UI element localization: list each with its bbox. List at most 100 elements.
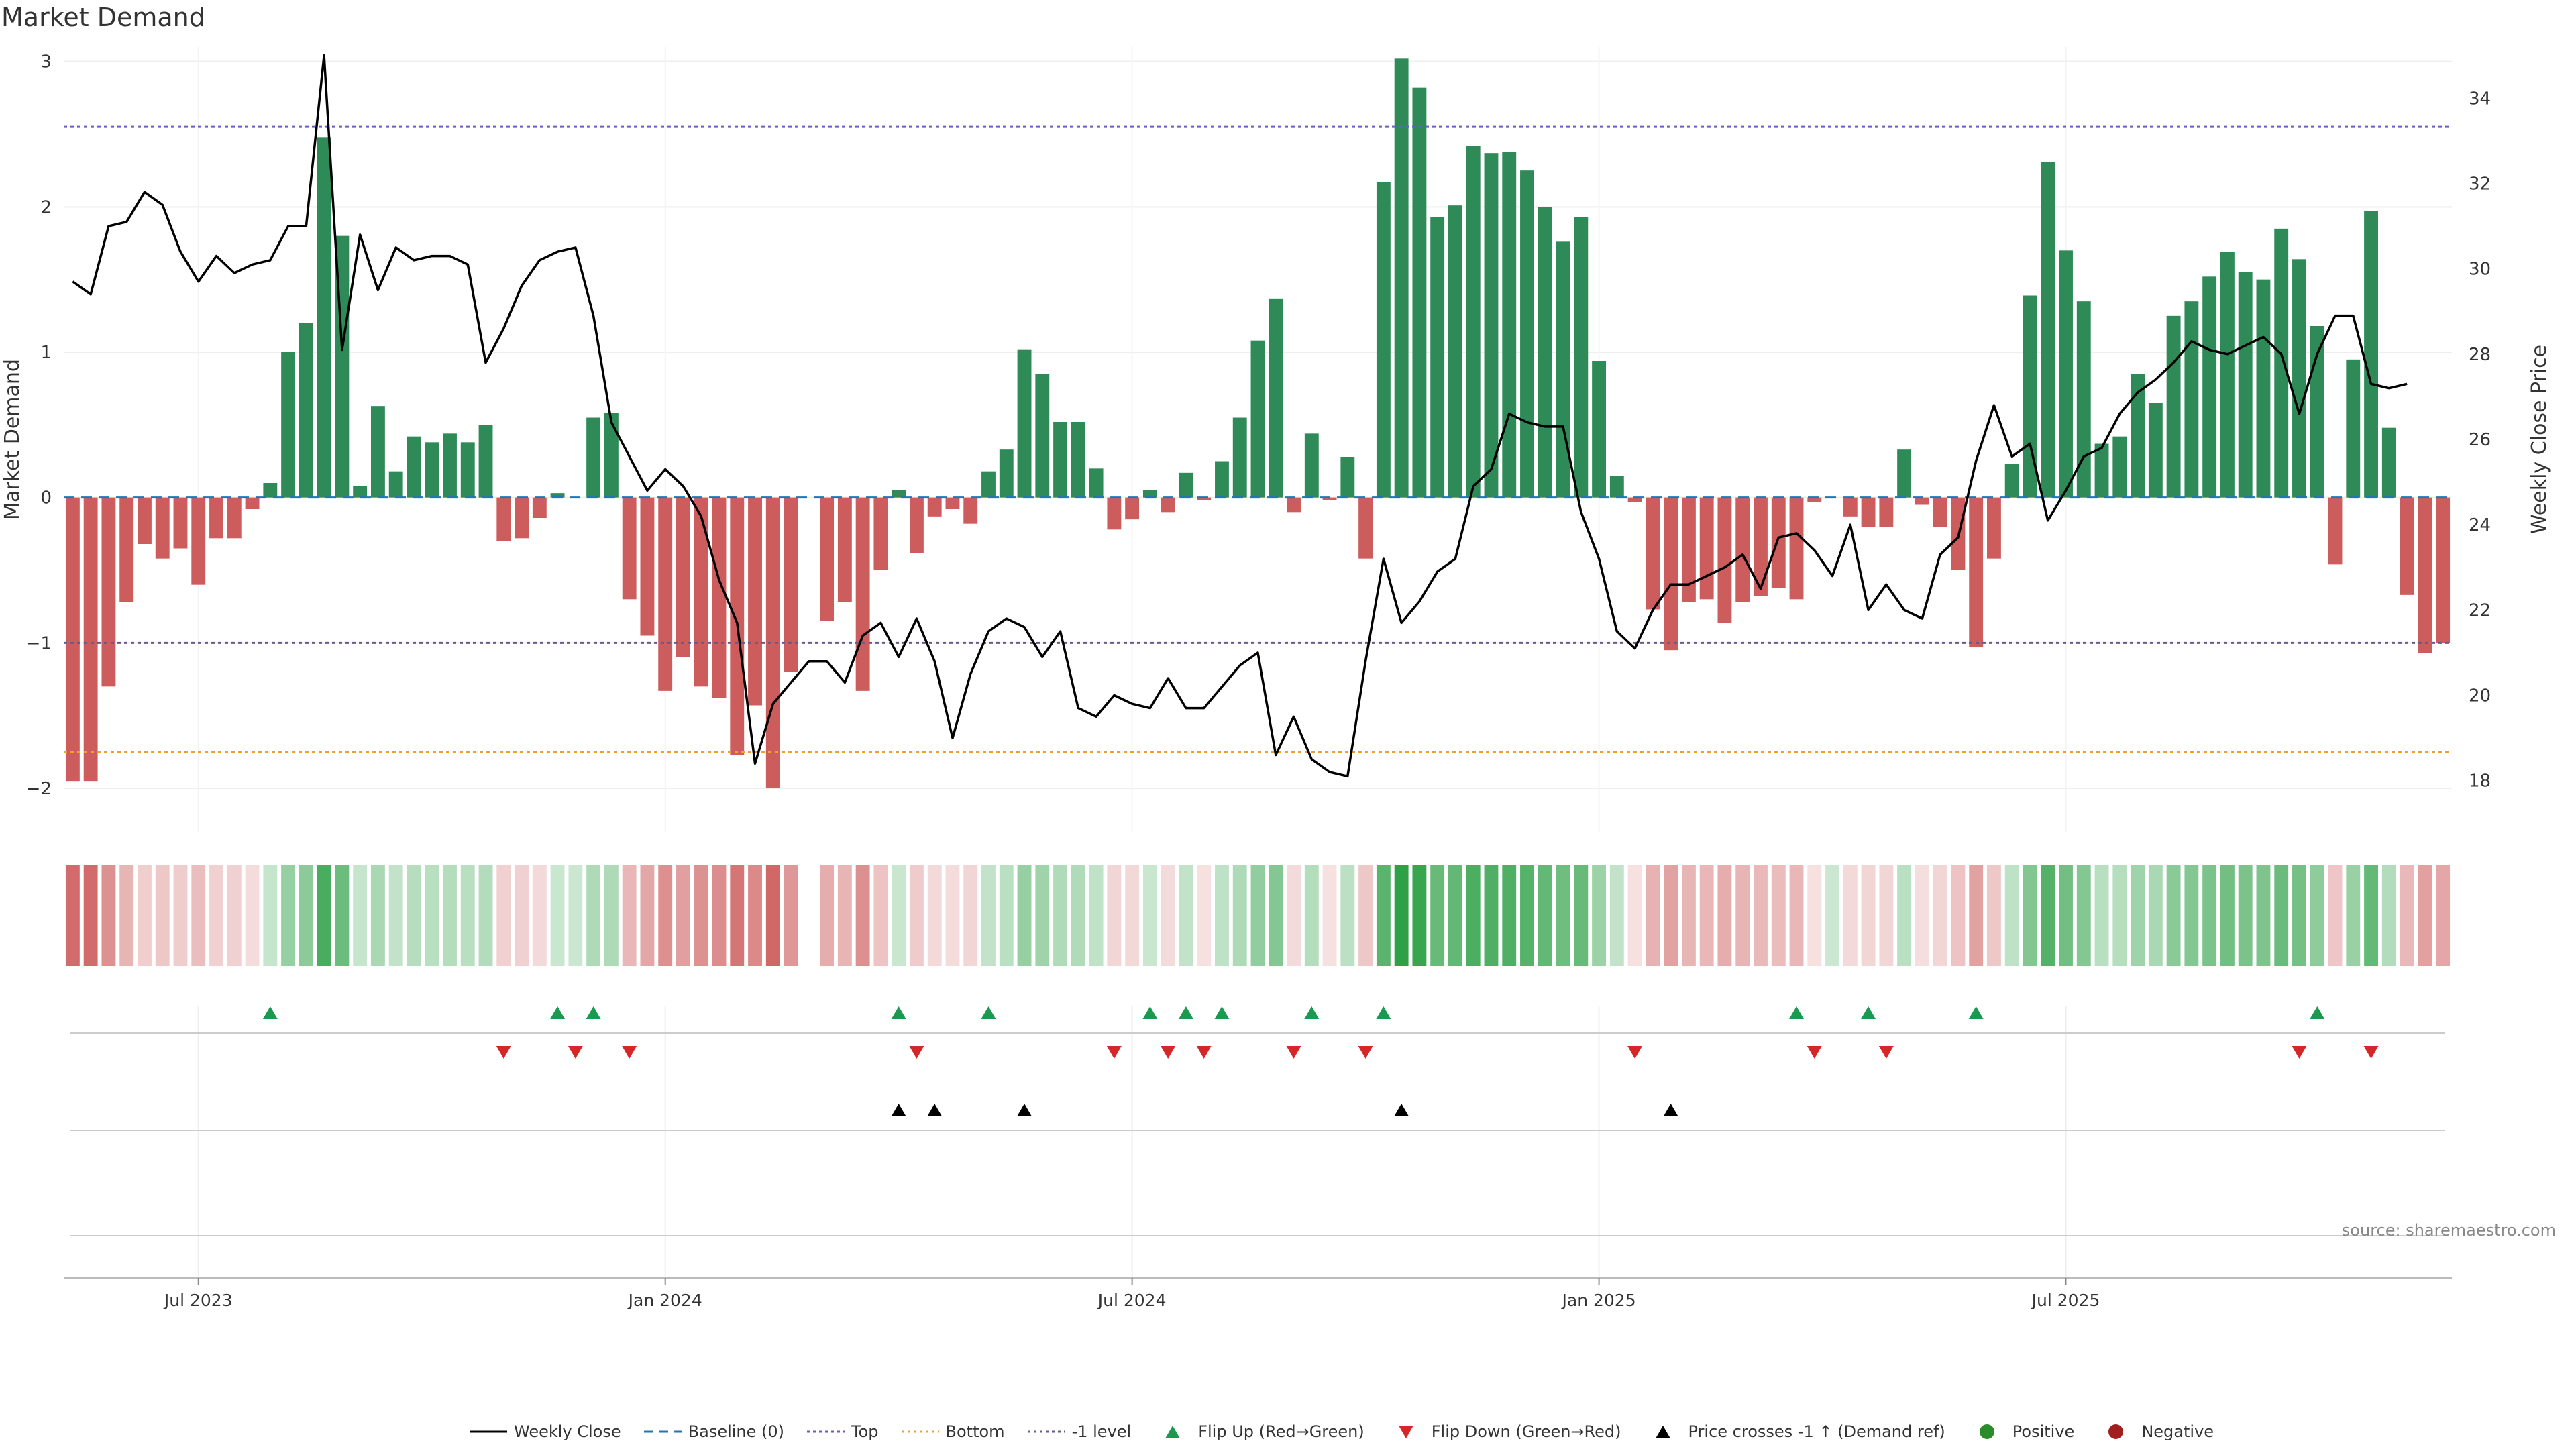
heat-cell [119,865,134,966]
x-tick-label: Jan 2024 [627,1291,702,1310]
demand-bar [820,497,835,621]
demand-bar [1843,497,1858,517]
heat-cell [2184,865,2199,966]
heat-cell [83,865,98,966]
demand-bar [2202,276,2217,498]
demand-bar [2076,301,2091,498]
legend-item: Negative [2097,1422,2214,1441]
demand-bar [515,497,529,539]
legend-label: Price crosses -1 ↑ (Demand ref) [1688,1422,1945,1441]
legend-symbol-icon [1979,1424,1994,1439]
demand-bar [1071,422,1085,498]
demand-bar [1250,340,1265,498]
y-tick-label: 0 [40,488,52,508]
x-tick-label: Jul 2025 [2031,1291,2100,1310]
legend-symbol-icon [643,1430,682,1433]
demand-bar [1538,207,1552,498]
demand-bar [2184,301,2199,498]
demand-bar [317,137,331,498]
y-tick-label: 3 [40,52,52,72]
heat-cell [2148,865,2163,966]
demand-bar [83,497,98,782]
heat-cell [1825,865,1839,966]
demand-bar [1412,87,1427,498]
demand-bar [245,497,260,509]
heat-cell [1125,865,1140,966]
heat-cell [730,865,745,966]
source-note: source: sharemaestro.com [2341,1221,2556,1240]
y-tick-label: 2 [40,197,52,217]
heat-cell [1609,865,1624,966]
heat-cell [2292,865,2306,966]
demand-bar [227,497,241,539]
demand-bar [1484,153,1499,498]
demand-bar [784,497,798,672]
price-cross-marker [1017,1104,1032,1116]
heat-cell [1807,865,1822,966]
heat-cell [1843,865,1858,966]
heat-cell [1592,865,1607,966]
heat-cell [1322,865,1337,966]
heat-cell [1646,865,1660,966]
flip-up-marker [1214,1006,1230,1019]
price-cross-marker [1663,1104,1678,1116]
demand-bar [1215,461,1229,498]
demand-bar [370,406,385,498]
heat-cell [765,865,780,966]
heat-cell [532,865,547,966]
heat-cell [2310,865,2324,966]
legend-symbol-icon [807,1430,845,1433]
y2-tick-label: 22 [2469,600,2491,621]
flip-down-marker [1807,1046,1822,1059]
heat-cell [784,865,798,966]
flip-up-marker [586,1006,601,1019]
heat-cell [2256,865,2271,966]
demand-bar [1017,349,1032,498]
heat-cell [1502,865,1517,966]
y-tick-label: 1 [40,343,52,363]
legend: Weekly Close Baseline (0) Top Bottom -1 leve… [470,1422,2237,1441]
heat-cell [2274,865,2289,966]
demand-bar [209,497,223,539]
demand-bar [1520,170,1534,498]
demand-bar [425,442,439,498]
y2-tick-label: 32 [2469,174,2491,194]
demand-bar [1574,217,1589,498]
legend-item: Flip Down (Green→Red) [1387,1422,1621,1441]
demand-bar [1969,497,1984,647]
heat-cell [299,865,313,966]
flip-down-marker [568,1046,583,1059]
legend-item: Baseline (0) [643,1422,784,1441]
demand-bar [1754,497,1768,596]
demand-bar [496,497,511,541]
heat-cell [1681,865,1696,966]
heat-cell [173,865,188,966]
heat-cell [425,865,439,966]
heat-cell [65,865,80,966]
heat-cell [2381,865,2396,966]
demand-bar [1053,422,1068,498]
heat-cell [1556,865,1570,966]
demand-bar [443,433,457,498]
heat-cell [2041,865,2055,966]
demand-bar [1664,497,1678,651]
flip-up-marker [1376,1006,1391,1019]
y2-tick-label: 20 [2469,686,2491,706]
flip-up-marker [1789,1006,1805,1019]
flip-down-marker [1878,1046,1894,1059]
heat-cell [515,865,529,966]
demand-bar [155,497,170,559]
demand-bar [1322,497,1337,500]
demand-bar [676,497,690,657]
legend-symbol-icon [901,1430,939,1433]
heat-cell [981,865,996,966]
demand-bar [1107,497,1122,530]
heat-cell [694,865,708,966]
flip-down-marker [1358,1046,1373,1059]
heat-cell [820,865,835,966]
heat-cell [1215,865,1229,966]
demand-bar [1340,457,1355,498]
flip-up-marker [1142,1006,1158,1019]
heat-cell [1717,865,1732,966]
flip-down-marker [622,1046,637,1059]
